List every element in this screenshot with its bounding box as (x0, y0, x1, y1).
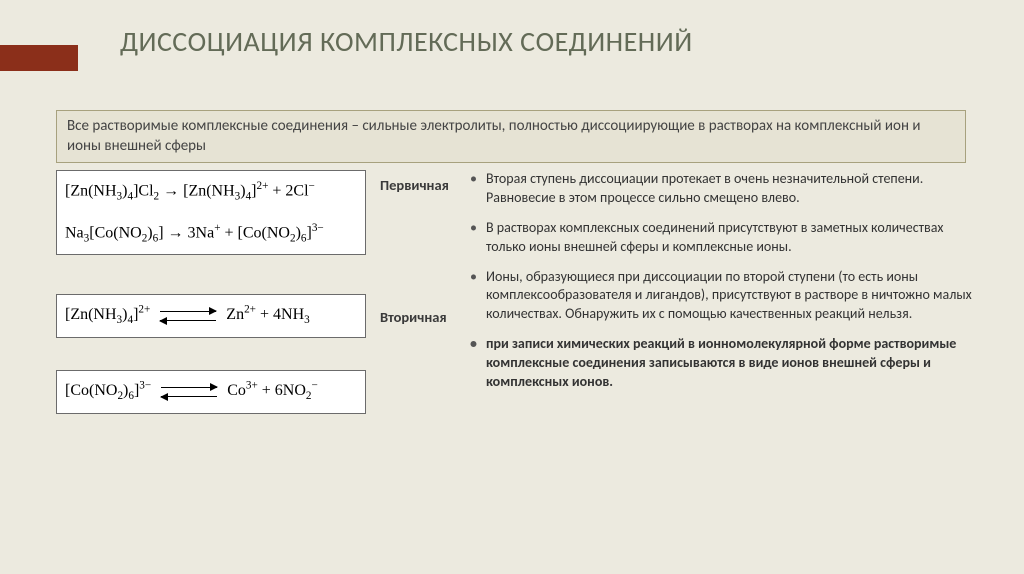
equations-primary: [Zn(NH3)4]Cl2 → [Zn(NH3)4]2+ + 2Cl− Na3[… (56, 170, 366, 255)
equation-secondary-1: [Zn(NH3)4]2+ Zn2+ + 4NH3 (56, 294, 366, 338)
label-secondary: Вторичная (380, 308, 447, 326)
equilibrium-arrow-icon (160, 307, 216, 325)
equation-secondary-2: [Co(NO2)6]3− Co3+ + 6NO2− (56, 370, 366, 414)
equilibrium-arrow-icon (161, 383, 217, 401)
intro-box: Все растворимые комплексные соединения –… (56, 110, 966, 163)
equation-primary-1: [Zn(NH3)4]Cl2 → [Zn(NH3)4]2+ + 2Cl− (57, 171, 365, 213)
bullet-list: Вторая ступень диссоциации протекает в о… (470, 170, 980, 403)
bullet-item: В растворах комплексных соединений прису… (470, 219, 980, 257)
bullet-item: Вторая ступень диссоциации протекает в о… (470, 170, 980, 208)
label-primary: Первичная (380, 176, 449, 194)
bullet-item: Ионы, образующиеся при диссоциации по вт… (470, 268, 980, 325)
eq-right: Zn2+ + 4NH3 (226, 306, 309, 323)
page-title: ДИССОЦИАЦИЯ КОМПЛЕКСНЫХ СОЕДИНЕНИЙ (120, 26, 693, 58)
eq-left: [Zn(NH3)4]2+ (65, 306, 150, 323)
eq-left: [Co(NO2)6]3− (65, 382, 151, 399)
equation-primary-2: Na3[Co(NO2)6] → 3Na+ + [Co(NO2)6]3− (57, 213, 365, 255)
accent-bar (0, 45, 78, 71)
bullet-item: при записи химических реакций в ионномол… (470, 335, 980, 392)
eq-right: Co3+ + 6NO2− (227, 382, 318, 399)
